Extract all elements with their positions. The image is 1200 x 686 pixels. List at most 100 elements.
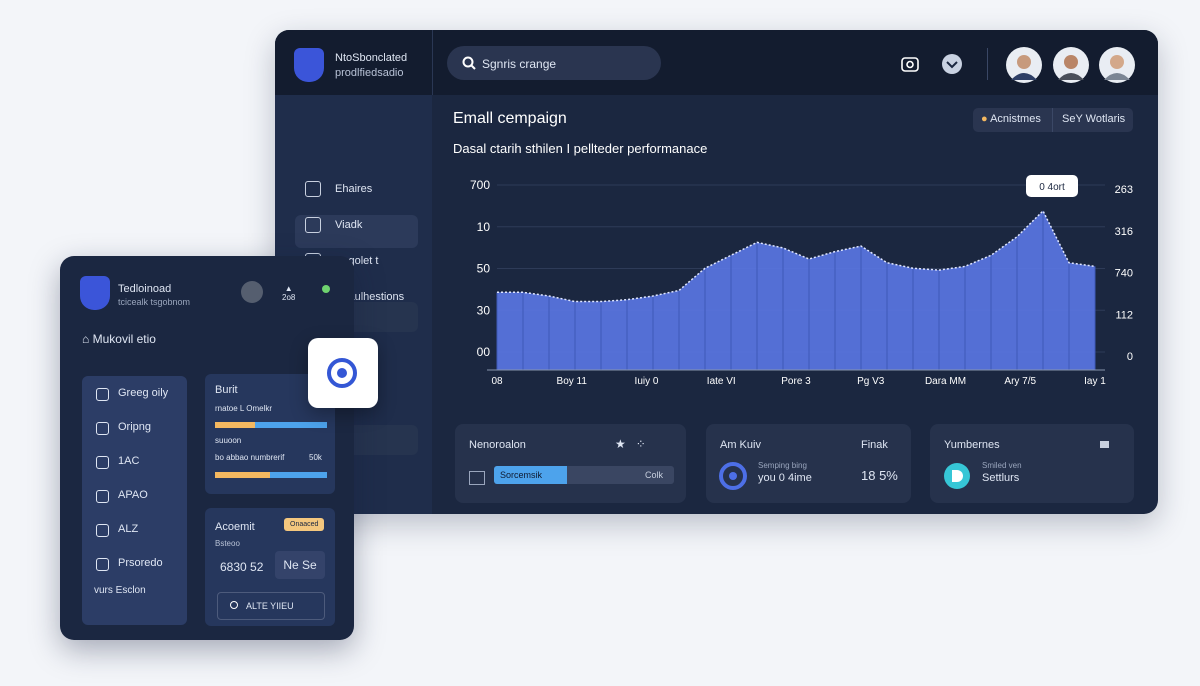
card-label: Finak <box>861 439 888 451</box>
x-tick-label: Ary 7/5 <box>1004 376 1036 387</box>
logo <box>80 276 110 310</box>
sidebar-icon <box>305 217 321 233</box>
dropdown-icon[interactable] <box>941 53 963 75</box>
menu-item[interactable]: Oripng <box>118 421 152 433</box>
card-line: rnatoe L Omelkr <box>215 404 273 413</box>
tag: Onaaced <box>284 518 325 531</box>
brand-name: NtoSbonclated <box>335 52 408 64</box>
menu-icon <box>96 558 109 571</box>
brand-sub: prodlfiedsadio <box>335 67 404 79</box>
menu-icon <box>96 456 109 469</box>
camera-icon[interactable] <box>901 54 919 72</box>
card-line: 50k <box>309 453 322 462</box>
menu-item[interactable]: Greeg oily <box>118 387 169 399</box>
side-panel: Tedloinoad tcicealk tsgobnom ▲ 2o8 ⌂ Muko… <box>60 256 354 640</box>
tooltip-bg <box>1026 175 1078 197</box>
card-icon <box>1100 441 1109 448</box>
card-icons[interactable]: ★ ⁘ <box>615 437 646 451</box>
avatar[interactable] <box>1006 47 1042 83</box>
x-tick-label: 08 <box>491 376 503 387</box>
card-line: Bsteoo <box>215 539 240 548</box>
y-tick-label: 50 <box>477 262 491 276</box>
card-line: Settlurs <box>982 472 1020 484</box>
progress-label: Sorcemsik <box>500 470 543 480</box>
account-card: Acoemit Onaaced Bsteoo 6830 52 Ne Se ALT… <box>205 508 335 626</box>
card: Yumbernes Smiled ven Settlurs <box>930 424 1134 503</box>
avatar[interactable] <box>1053 47 1089 83</box>
sidebar-icon <box>305 181 321 197</box>
y-tick-label: 10 <box>477 220 491 234</box>
menu-item[interactable]: Prsoredo <box>118 557 163 569</box>
y2-tick-label: 0 <box>1127 351 1133 363</box>
y2-tick-label: 263 <box>1115 184 1133 196</box>
progress <box>215 422 327 428</box>
menu-item[interactable]: APAO <box>118 489 148 501</box>
menu <box>82 376 187 625</box>
sidebar-item[interactable]: Viadk <box>335 219 363 231</box>
divider <box>432 30 433 95</box>
card-icon <box>469 471 485 485</box>
card-icon <box>719 462 747 490</box>
card: Am Kuiv Finak Semping bing you 0 4ime 18… <box>706 424 911 503</box>
status-dot <box>322 285 330 293</box>
menu-item[interactable]: 1AC <box>118 455 140 467</box>
x-tick-label: Iuiy 0 <box>635 376 659 387</box>
card-title: Acoemit <box>215 521 255 533</box>
button[interactable]: ● Acnistmes <box>981 113 1041 125</box>
avatar[interactable] <box>1099 47 1135 83</box>
menu-item[interactable]: ALZ <box>118 523 139 535</box>
progress-fill <box>494 466 567 484</box>
badge: ▲ 2o8 <box>282 284 296 302</box>
card-title: Yumbernes <box>944 439 1000 451</box>
section-title: ⌂ Mukovil etio <box>82 332 156 346</box>
brand-sub: tcicealk tsgobnom <box>118 297 191 307</box>
section-text: Mukovil etio <box>92 332 156 346</box>
y-tick-label: 00 <box>477 345 491 359</box>
button[interactable]: Ne Se <box>275 551 325 579</box>
button[interactable]: ALTE YIIEU <box>217 592 325 620</box>
y2-tick-label: 316 <box>1115 226 1133 238</box>
card-line: bo abbao numbrerif <box>215 453 285 462</box>
card-line: suuoon <box>215 436 242 445</box>
progress <box>215 472 327 478</box>
top-bar: NtoSbonclated prodlfiedsadio Sgnris cran… <box>275 30 1158 95</box>
y-tick-label: 30 <box>477 303 491 317</box>
x-tick-label: Iate VI <box>707 376 736 387</box>
avatars <box>1006 47 1135 83</box>
x-tick-label: Pg V3 <box>857 376 885 387</box>
divider <box>1052 108 1053 132</box>
area-edge <box>497 209 1096 303</box>
button-label: Acnistmes <box>990 113 1041 125</box>
menu-icon <box>96 388 109 401</box>
search-text: Sgnris crange <box>482 57 557 71</box>
tooltip: 0 4ort <box>1039 182 1065 193</box>
x-tick-label: Iay 1 <box>1084 376 1106 387</box>
badge-text: 2o8 <box>282 293 296 302</box>
search-box[interactable]: Sgnris crange <box>447 46 661 80</box>
y2-tick-label: 112 <box>1115 309 1133 321</box>
area-chart: 700 10 50 30 00 263 316 740 112 0 0 4ort 08 Boy 11 Iu… <box>470 175 1133 387</box>
card-line: Smiled ven <box>982 461 1022 470</box>
chart-subtitle: Dasal ctarih sthilen I pellteder perform… <box>453 141 708 156</box>
card-title: Burit <box>215 384 238 396</box>
area <box>497 210 1095 370</box>
card-value: 18 5% <box>861 468 898 483</box>
menu-footer: vurs Esclon <box>94 585 146 596</box>
card-title: Nenoroalon <box>469 439 526 451</box>
x-tick-label: Pore 3 <box>781 376 811 387</box>
menu-icon <box>96 490 109 503</box>
progress-end: Colk <box>645 470 664 480</box>
active-item <box>295 215 418 248</box>
target-card[interactable] <box>308 338 378 408</box>
search-icon <box>462 56 476 70</box>
button[interactable]: SeY Wotlaris <box>1062 113 1126 125</box>
menu-icon <box>96 524 109 537</box>
card-title: Am Kuiv <box>720 439 761 451</box>
button-icon <box>230 601 238 609</box>
avatar[interactable] <box>241 281 263 303</box>
y2-tick-label: 740 <box>1115 268 1133 280</box>
menu-icon <box>96 422 109 435</box>
card-line: Semping bing <box>758 461 807 470</box>
sidebar-item[interactable]: Ehaires <box>335 183 373 195</box>
